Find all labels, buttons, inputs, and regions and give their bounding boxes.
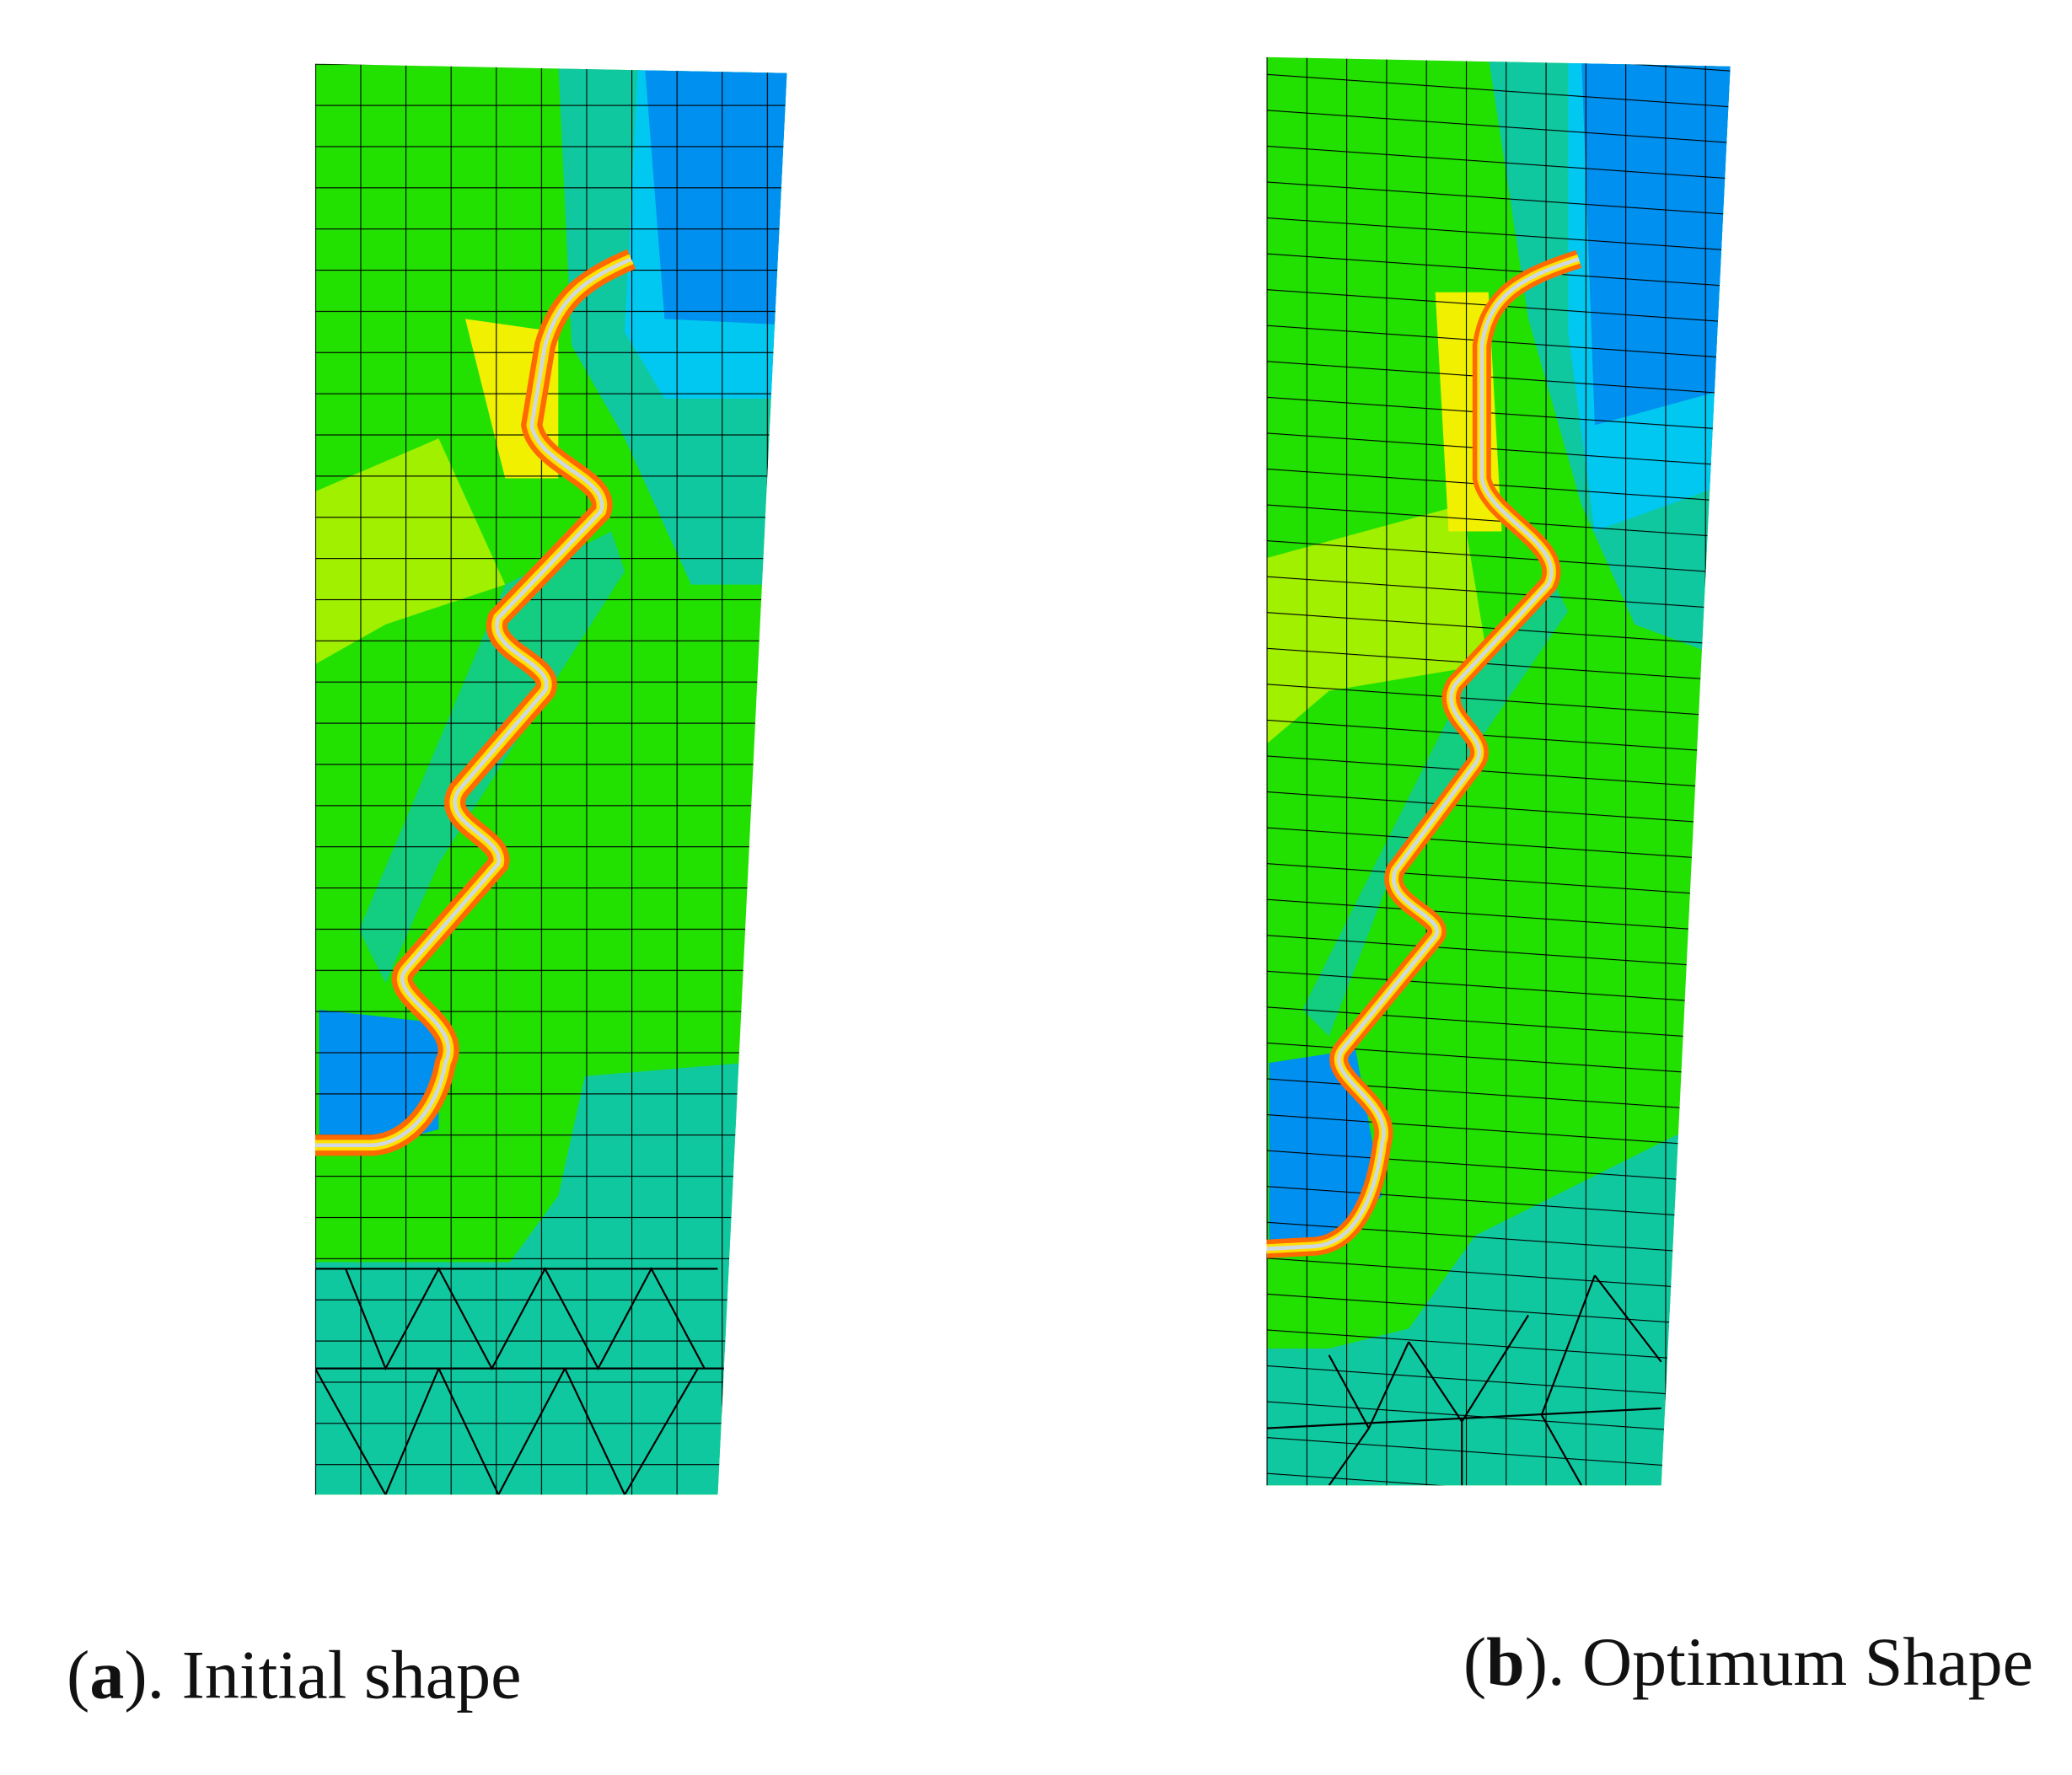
caption-a: (a). Initial shape — [67, 1637, 521, 1713]
mesh-initial — [314, 63, 787, 1495]
caption-open: ( — [67, 1637, 89, 1713]
caption-b: (b). Optimum Shape — [1463, 1623, 2033, 1700]
caption-label: b — [1486, 1623, 1525, 1700]
caption-open: ( — [1463, 1623, 1486, 1700]
mesh-optimum — [1266, 56, 1731, 1486]
caption-text: ). Initial shape — [124, 1637, 521, 1713]
caption-label: a — [89, 1637, 124, 1713]
caption-text: ). Optimum Shape — [1525, 1623, 2033, 1700]
